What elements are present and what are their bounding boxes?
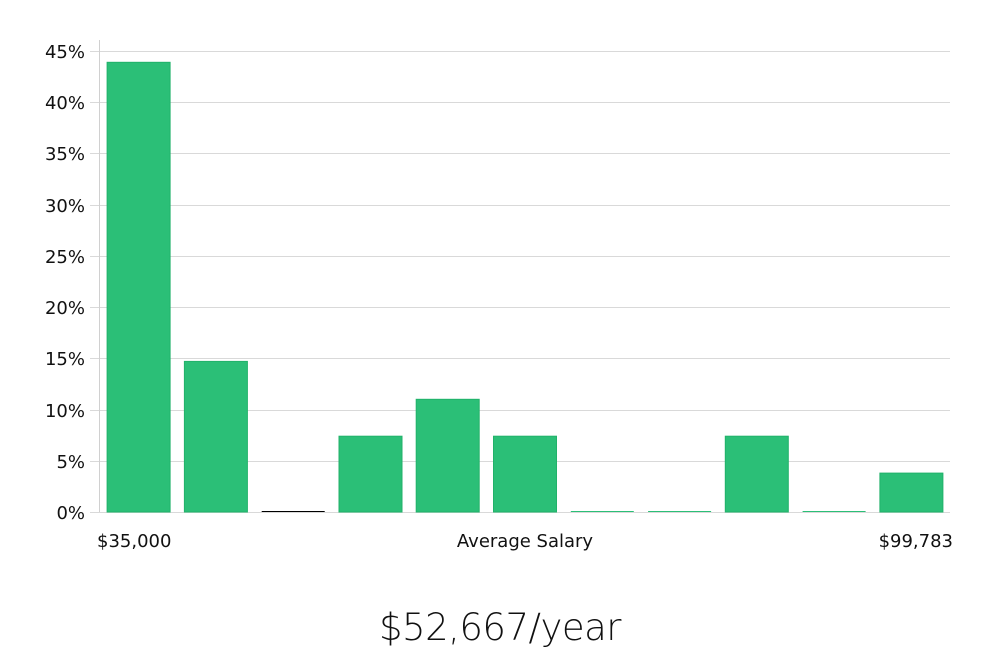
y-tick-label: 15% [45,349,85,370]
y-tick-label: 45% [45,42,85,63]
y-tick-label: 35% [45,144,85,165]
histogram-bar [802,511,866,512]
histogram-bar [106,61,171,513]
y-tick-label: 40% [45,93,85,114]
histogram-bar [183,360,248,513]
average-salary-summary: $52,667/year [378,606,622,649]
histogram-bar [570,511,634,512]
y-tick-label: 20% [45,298,85,319]
histogram-bar [415,398,480,513]
histogram-bar [648,511,712,512]
histogram-bar [493,435,557,513]
y-tick-label: 25% [45,247,85,268]
salary-histogram-chart: 0% 5% 10% 15% 20% 25% 30% 35% 40% 45% $35,000 Ave… [45,40,953,552]
y-tick-label: 0% [56,503,85,524]
x-axis-title: Average Salary [457,531,594,552]
y-tick-labels: 0% 5% 10% 15% 20% 25% 30% 35% 40% 45% [45,42,85,524]
x-axis-max-label: $99,783 [879,531,953,552]
y-tick-label: 10% [45,401,85,422]
histogram-bar [338,435,403,513]
histogram-bar [879,472,944,513]
histogram-bar [724,435,789,513]
y-tick-label: 5% [56,452,85,473]
y-tick-label: 30% [45,196,85,217]
histogram-bars [106,61,944,513]
histogram-bar [261,511,325,512]
x-axis-min-label: $35,000 [97,531,171,552]
